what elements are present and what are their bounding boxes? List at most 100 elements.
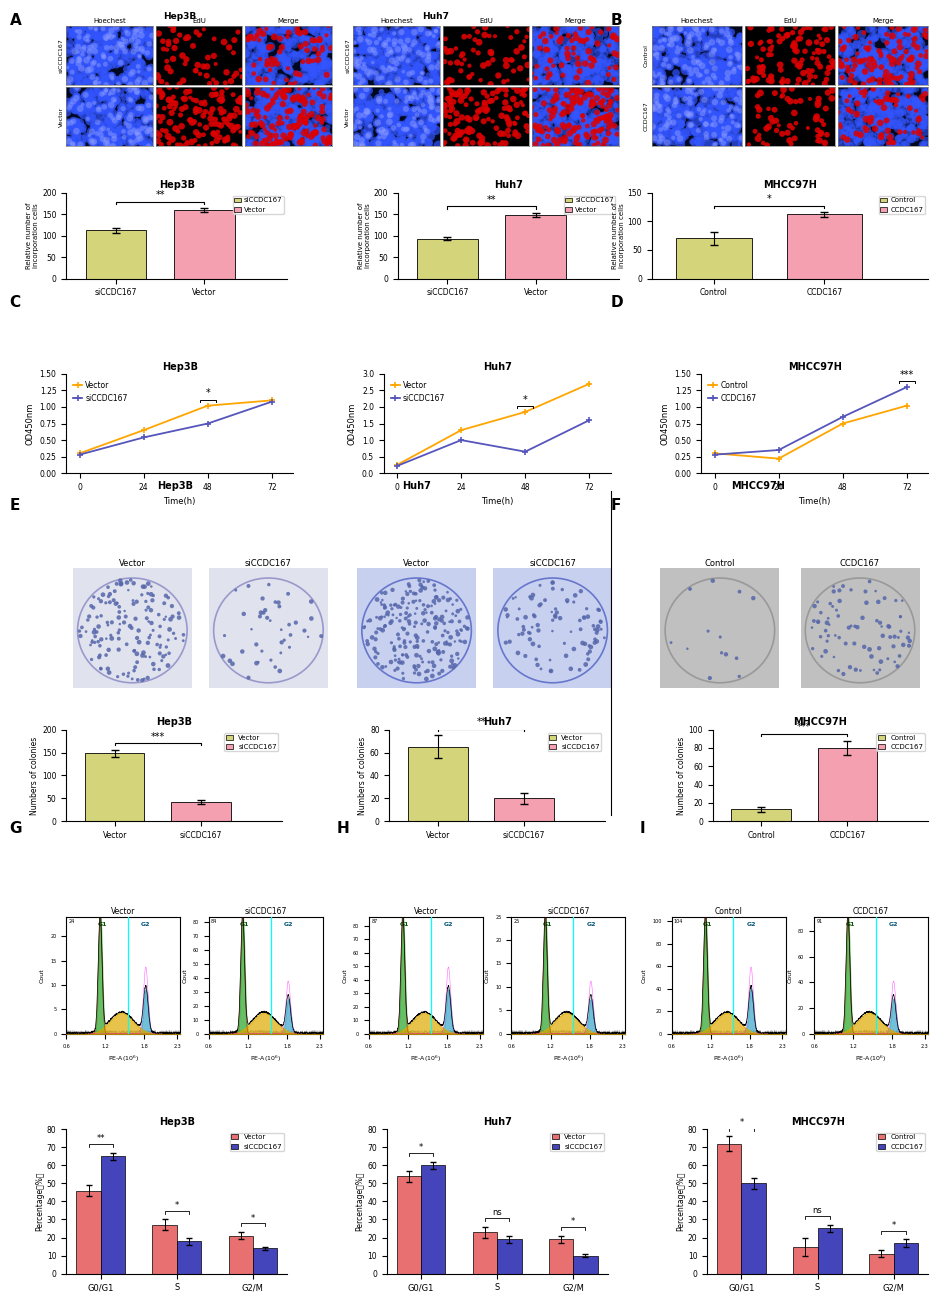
Point [221, 114, 236, 134]
Point [388, 79, 403, 100]
Point [262, 83, 277, 103]
Point [887, 626, 902, 646]
Point [666, 128, 681, 149]
Point [895, 43, 910, 63]
Point [390, 39, 405, 59]
Point [323, 65, 338, 85]
Point [72, 22, 87, 43]
Point [401, 88, 416, 109]
Point [503, 27, 518, 48]
Point [876, 43, 891, 63]
Point [132, 70, 147, 91]
Point [101, 586, 116, 606]
Point [272, 41, 287, 62]
Point [458, 94, 474, 115]
Point [97, 47, 112, 67]
Point [684, 103, 699, 124]
Point [884, 70, 899, 91]
Point [832, 114, 848, 134]
Point [138, 118, 153, 138]
Point [516, 619, 531, 640]
Point [581, 41, 596, 62]
Point [556, 102, 571, 123]
Point [302, 62, 317, 83]
Point [319, 134, 334, 155]
Point [302, 101, 317, 122]
Point [252, 30, 267, 50]
Point [317, 25, 332, 45]
Point [728, 89, 743, 110]
Point [139, 109, 154, 129]
Point [855, 88, 870, 109]
Point [849, 27, 864, 48]
Point [311, 44, 326, 65]
Point [102, 47, 117, 67]
Point [277, 85, 292, 106]
Point [255, 641, 270, 662]
Point [719, 36, 734, 57]
Point [804, 617, 819, 637]
Point [527, 23, 543, 44]
Point [287, 34, 302, 54]
Point [713, 129, 728, 150]
Point [902, 127, 917, 147]
Text: ***: *** [151, 732, 165, 742]
Point [903, 118, 919, 138]
Point [851, 123, 867, 144]
Point [389, 101, 404, 122]
Point [228, 118, 243, 138]
Point [105, 109, 120, 129]
Point [895, 89, 910, 110]
Point [831, 605, 846, 626]
Point [800, 118, 815, 138]
Point [431, 632, 446, 653]
Point [369, 32, 384, 53]
Point [548, 88, 563, 109]
Point [901, 88, 916, 109]
Point [98, 80, 114, 101]
Point [428, 21, 443, 41]
Point [902, 119, 918, 140]
Point [842, 85, 857, 106]
Point [528, 52, 544, 72]
Point [859, 109, 874, 129]
Point [902, 94, 917, 115]
Point [564, 98, 580, 119]
Point [566, 124, 581, 145]
Point [878, 23, 893, 44]
Point [295, 124, 311, 145]
Point [396, 47, 411, 67]
Point [400, 646, 415, 667]
Point [670, 37, 685, 58]
Point [102, 116, 117, 137]
Point [780, 25, 795, 45]
Point [70, 28, 85, 49]
Point [875, 23, 890, 44]
Point [706, 124, 722, 145]
Point [168, 93, 183, 114]
Point [732, 582, 747, 603]
Point [241, 59, 256, 80]
Point [555, 43, 570, 63]
Point [878, 88, 893, 109]
Point [380, 25, 395, 45]
Point [559, 645, 574, 666]
Point [568, 97, 583, 118]
Point [838, 32, 853, 53]
Point [424, 56, 439, 76]
Point [152, 80, 168, 101]
Point [137, 22, 152, 43]
Point [76, 120, 91, 141]
Legend: Vector, siCCDC167: Vector, siCCDC167 [70, 378, 131, 406]
Point [350, 111, 366, 132]
Point [581, 127, 596, 147]
Point [277, 17, 292, 37]
Point [460, 618, 475, 639]
Point [686, 78, 701, 98]
Point [412, 93, 427, 114]
Point [669, 92, 684, 112]
Point [722, 83, 737, 103]
Point [903, 129, 919, 150]
Point [395, 645, 410, 666]
Bar [77, 1191, 100, 1274]
